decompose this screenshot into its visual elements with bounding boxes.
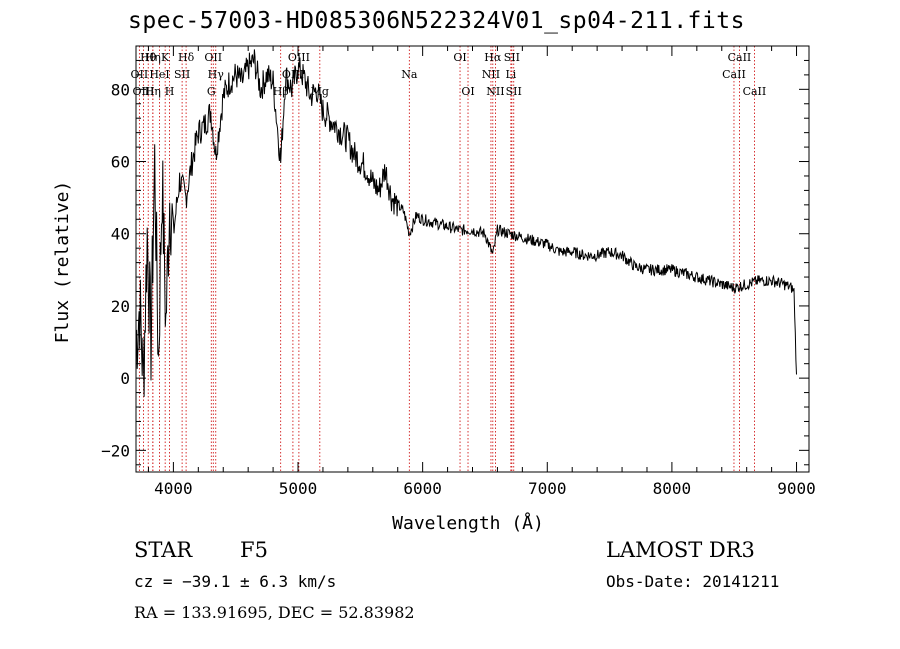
y-axis-label: Flux (relative) — [52, 181, 73, 344]
line-marker-label: H — [165, 85, 175, 98]
spectral-subclass: F5 — [240, 538, 268, 562]
object-type: STAR — [134, 538, 193, 562]
survey-name: LAMOST DR3 — [606, 538, 755, 562]
y-tick-label: 40 — [111, 225, 130, 244]
line-marker-label: NII — [486, 85, 504, 98]
x-tick-label: 7000 — [528, 479, 567, 498]
line-marker-label: Hθ — [140, 51, 157, 64]
line-marker-label: CaII — [743, 85, 767, 98]
x-tick-label: 6000 — [403, 479, 442, 498]
x-tick-label: 8000 — [653, 479, 692, 498]
line-marker-label: OIII — [132, 85, 154, 98]
y-tick-label: −20 — [101, 441, 130, 460]
x-tick-label: 9000 — [777, 479, 816, 498]
line-marker-label: OIII — [288, 51, 310, 64]
line-marker-label: Hα — [484, 51, 502, 64]
line-marker-label: Hη — [145, 51, 161, 64]
line-marker-label: Hη — [145, 85, 161, 98]
line-marker-label: Hδ — [178, 51, 195, 64]
observation-date: Obs-Date: 20141211 — [606, 572, 780, 591]
plot-frame — [135, 45, 810, 473]
line-marker-label: CaII — [728, 51, 752, 64]
y-tick-label: 0 — [120, 369, 130, 388]
line-marker-label: OI — [461, 85, 474, 98]
line-marker-label: OII — [131, 68, 149, 81]
line-marker-label: OIII — [282, 68, 304, 81]
line-marker-label: OI — [453, 51, 466, 64]
redshift-velocity: cz = −39.1 ± 6.3 km/s — [134, 572, 337, 591]
line-marker-label: Mg — [311, 85, 329, 98]
y-tick-label: 60 — [111, 153, 130, 172]
line-marker-label: G — [207, 85, 216, 98]
y-tick-label: 80 — [111, 80, 130, 99]
line-marker-label: HeI — [149, 68, 169, 81]
x-axis-label: Wavelength (Å) — [392, 512, 544, 534]
line-marker-label: CaII — [722, 68, 746, 81]
line-marker-label: SII — [504, 51, 520, 64]
line-marker-label: SII — [506, 85, 522, 98]
line-marker-label: K — [161, 51, 170, 64]
chart-title: spec-57003-HD085306N522324V01_sp04-211.f… — [128, 8, 745, 34]
x-tick-label: 5000 — [279, 479, 318, 498]
flux-series-line — [135, 49, 797, 397]
line-marker-label: Hβ — [273, 85, 289, 98]
y-tick-label: 20 — [111, 297, 130, 316]
line-marker-label: OII — [204, 51, 222, 64]
line-marker-label: Na — [401, 68, 418, 81]
x-tick-label: 4000 — [154, 479, 193, 498]
line-marker-label: SII — [174, 68, 190, 81]
line-marker-label: NII — [482, 68, 500, 81]
coordinates: RA = 133.91695, DEC = 52.83982 — [134, 603, 415, 622]
line-marker-label: Li — [505, 68, 516, 81]
line-marker-label: Hγ — [208, 68, 225, 81]
